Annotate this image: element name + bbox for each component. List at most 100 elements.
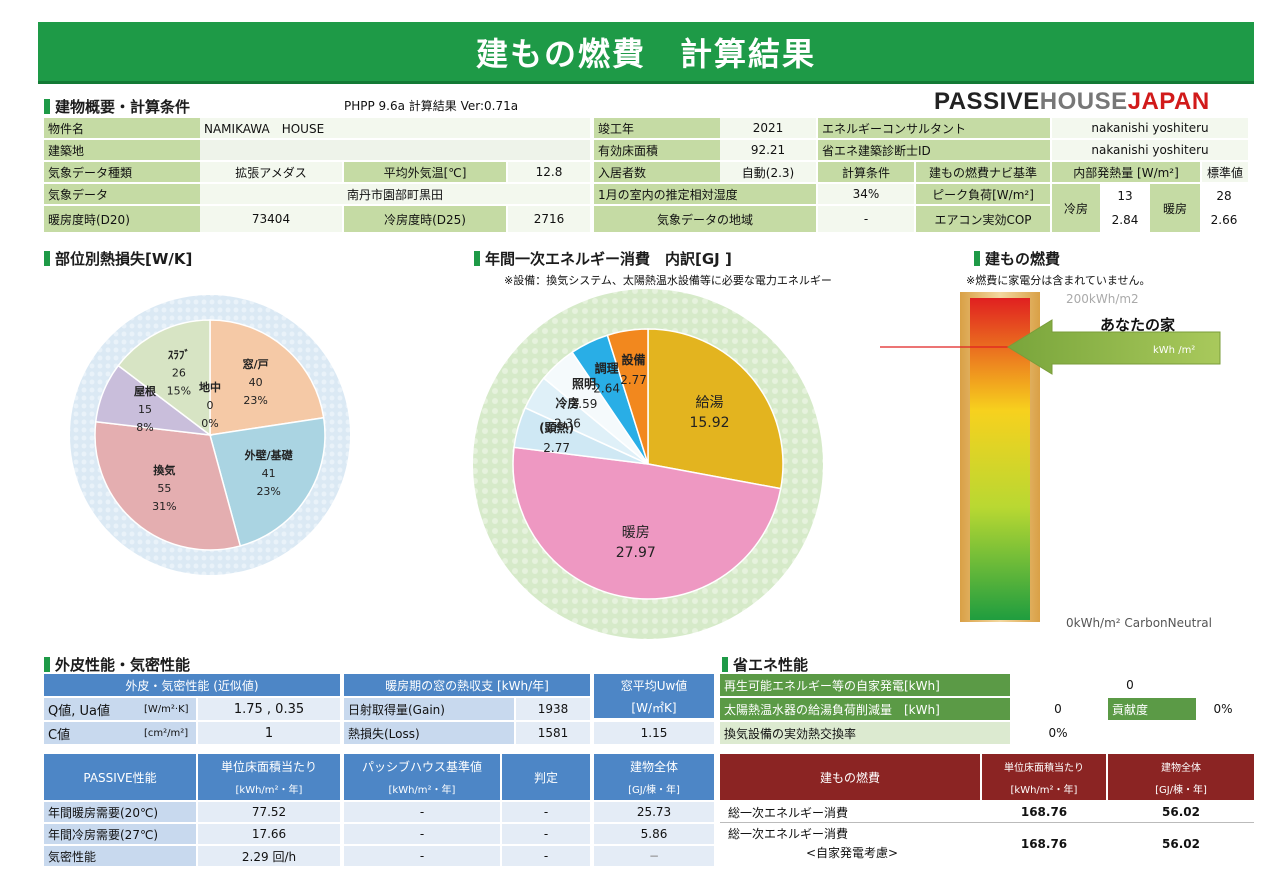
heatloss-slice-0 xyxy=(209,319,325,436)
year-value: 2021 xyxy=(720,118,816,138)
total-energy-label: 総一次エネルギー消費 xyxy=(724,802,980,822)
passive-row-3-standard: - xyxy=(344,846,500,866)
avg-temp-value: 12.8 xyxy=(508,162,590,182)
area-label: 有効床面積 xyxy=(594,140,720,160)
site-label: 建築地 xyxy=(44,140,200,160)
contribution-label: 貢献度 xyxy=(1108,698,1196,720)
heatloss-value-0: 40 xyxy=(249,376,263,389)
uw-value: 1.15 xyxy=(594,722,714,744)
ihg-label: 内部発熱量 [W/m²] xyxy=(1052,162,1200,182)
energy-note: ※設備：換気システム、太陽熱温水設備等に必要な電力エネルギー xyxy=(504,274,832,287)
gain-label: 日射取得量(Gain) xyxy=(344,698,514,720)
total-energy-2-building-value: 56.02 xyxy=(1108,824,1254,864)
cdd-label: 冷房度時(D25) xyxy=(344,206,506,232)
heatloss-label-5: 地中 xyxy=(199,380,221,394)
cool-peak-value: 13 xyxy=(1100,184,1150,208)
q-value-label: Q値, Ua値 xyxy=(44,698,140,720)
heat-peak-value: 28 xyxy=(1200,184,1248,208)
gain-value: 1938 xyxy=(516,698,590,720)
heatloss-pct-4: 15% xyxy=(167,384,191,397)
q-value: 1.75 , 0.35 xyxy=(198,698,340,720)
passive-header-2: 単位床面積当たり xyxy=(198,754,340,778)
heatloss-label-1: 外壁/基礎 xyxy=(244,448,294,462)
section-title-eco: 省エネ性能 xyxy=(722,654,808,675)
diag-id-value: nakanishi yoshiteru xyxy=(1052,140,1248,160)
passive-row-1-unit-value: 77.52 xyxy=(198,802,340,822)
heatloss-slice-2 xyxy=(94,420,242,551)
total-energy-unit-value: 168.76 xyxy=(982,802,1106,822)
heatloss-label-4: ｽﾗﾌﾞ xyxy=(168,347,190,361)
passive-row-2-label: 年間冷房需要(27℃) xyxy=(44,824,196,844)
climate-type-value: 拡張アメダス xyxy=(200,162,342,182)
heatloss-slice-4 xyxy=(117,319,211,437)
heatloss-pct-5: 0% xyxy=(201,417,218,430)
total-energy-2-label: 総一次エネルギー消費 xyxy=(724,824,980,842)
passive-header-3-unit: [kWh/m²・年] xyxy=(344,776,500,800)
fuel-arrow-label: あなたの家 xyxy=(1100,316,1175,334)
fuel-header-3-unit: [GJ/棟・年] xyxy=(1108,776,1254,800)
renewable-value: 0 xyxy=(1010,674,1250,696)
heatloss-pct-3: 8% xyxy=(136,421,153,434)
solar-value: 0 xyxy=(1010,698,1106,720)
energy-label-1: 暖房 xyxy=(622,525,650,541)
passive-header-3: パッシブハウス基準値 xyxy=(344,754,500,778)
c-value-unit: [cm²/m²] xyxy=(140,722,196,744)
passive-row-3-judge: - xyxy=(502,846,590,866)
heatloss-slice-1 xyxy=(209,416,326,547)
page-title: 建もの燃費 計算結果 xyxy=(38,22,1254,84)
energy-slice-1 xyxy=(512,446,782,600)
region-value: - xyxy=(818,206,914,232)
ventilation-value: 0% xyxy=(1010,722,1106,744)
energy-value-1: 27.97 xyxy=(616,545,656,561)
heatloss-label-0: 窓/戸 xyxy=(243,357,269,371)
year-label: 竣工年 xyxy=(594,118,720,138)
hdd-value: 73404 xyxy=(200,206,342,232)
energy-label-0: 給湯 xyxy=(696,394,724,411)
energy-label-6: 設備 xyxy=(622,352,646,367)
energy-slice-0 xyxy=(647,328,784,490)
diag-id-label: 省エネ建築診断士ID xyxy=(818,140,1050,160)
cool-label: 冷房 xyxy=(1052,184,1100,232)
loss-value: 1581 xyxy=(516,722,590,744)
fuel-arrow-unit: kWh /m² xyxy=(1153,345,1195,356)
energy-value-5: 2.64 xyxy=(593,381,620,395)
env-header-2: 暖房期の窓の熱収支 [kWh/年] xyxy=(344,674,590,696)
fuel-note: ※燃費に家電分は含まれていません。 xyxy=(966,274,1151,287)
energy-label-2: (顕熱) xyxy=(539,420,574,435)
cool-cop-value: 2.84 xyxy=(1100,208,1150,232)
total-energy-building-value: 56.02 xyxy=(1108,802,1254,822)
energy-label-4: 照明 xyxy=(572,376,596,391)
passive-header-2-unit: [kWh/m²・年] xyxy=(198,776,340,800)
total-energy-2-sub: <自家発電考慮> xyxy=(724,842,980,862)
env-header-3-unit: [W/㎡K] xyxy=(594,696,714,718)
climate-label: 気象データ xyxy=(44,184,200,204)
energy-value-4: 2.59 xyxy=(571,397,598,411)
total-energy-2-unit-value: 168.76 xyxy=(982,824,1106,864)
heatloss-label-2: 換気 xyxy=(153,463,175,477)
heatloss-value-4: 26 xyxy=(172,366,186,379)
site-value xyxy=(200,140,590,160)
passive-header-5: 建物全体 xyxy=(594,754,714,778)
fuel-bar-bottom-label: 0kWh/m² CarbonNeutral xyxy=(1066,616,1212,630)
avg-temp-label: 平均外気温[℃] xyxy=(344,162,506,182)
c-value: 1 xyxy=(198,722,340,744)
fuel-bar: あなたの家 kWh /m² xyxy=(880,292,1221,622)
energy-value-0: 15.92 xyxy=(689,415,729,431)
fuel-header: 建もの燃費 xyxy=(720,754,980,800)
prop-name-value: NAMIKAWA HOUSE xyxy=(200,118,590,138)
consultant-value: nakanishi yoshiteru xyxy=(1052,118,1248,138)
prop-name-label: 物件名 xyxy=(44,118,200,138)
humidity-value: 34% xyxy=(818,184,914,204)
passive-row-1-label: 年間暖房需要(20℃) xyxy=(44,802,196,822)
energy-pie-chart: 給湯 15.92 暖房 27.97 (顕熱) 2.77 冷房 2.36 照明 2.59 調理 2.64… xyxy=(473,289,823,639)
heatloss-pct-1: 23% xyxy=(256,485,280,498)
renewable-label: 再生可能エネルギー等の自家発電[kWh] xyxy=(720,674,1010,696)
climate-type-label: 気象データ種類 xyxy=(44,162,200,182)
heatloss-label-3: 屋根 xyxy=(134,384,157,398)
calc-cond-label: 計算条件 xyxy=(818,162,914,182)
passive-row-1-judge: - xyxy=(502,802,590,822)
passive-header-5-unit: [GJ/棟・年] xyxy=(594,776,714,800)
occupants-value: 自動(2.3) xyxy=(720,162,816,182)
env-header-1: 外皮・気密性能 (近似値) xyxy=(44,674,340,696)
fuel-arrow-icon xyxy=(1007,319,1221,375)
